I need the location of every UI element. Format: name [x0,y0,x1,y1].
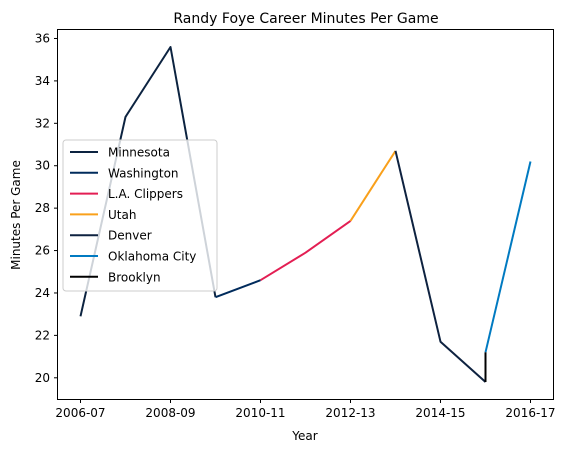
series-line-washington [215,279,261,299]
legend-frame [62,139,218,292]
legend-label: Utah [108,208,136,222]
x-axis-ticks: 2006-07 2008-09 2010-11 2012-13 2014-15 2016-… [55,399,556,420]
y-tick-label: 36 [35,31,50,45]
x-tick-label: 2016-17 [505,406,555,420]
legend-entry: L.A. Clippers [70,187,183,201]
chart-title: Randy Foye Career Minutes Per Game [173,11,438,27]
y-axis-ticks: 20 22 24 26 28 30 32 34 36 [35,31,58,385]
y-tick-label: 28 [35,201,50,215]
y-tick-label: 34 [35,74,50,88]
legend-label: Brooklyn [108,270,161,284]
y-tick-label: 30 [35,159,50,173]
legend-entry: Oklahoma City [70,250,196,264]
legend-label: Oklahoma City [108,250,196,264]
series-line-utah [349,150,397,222]
series-line-oklahoma-city [484,161,532,353]
x-tick-label: 2006-07 [55,406,105,420]
legend-entry: Brooklyn [70,270,161,284]
legend-entry: Utah [70,208,136,222]
legend-label: Minnesota [108,146,170,160]
series-line-denver [394,150,487,383]
y-tick-label: 26 [35,244,50,258]
legend-entry: Denver [70,229,152,243]
y-axis-label: Minutes Per Game [9,160,23,270]
x-tick-label: 2008-09 [145,406,195,420]
x-axis-label: Year [291,429,317,443]
x-tick-label: 2010-11 [235,406,285,420]
x-tick-label: 2014-15 [415,406,465,420]
x-tick-label: 2012-13 [325,406,375,420]
legend-label: Washington [108,166,179,180]
series-line-l-a-clippers [259,220,352,282]
y-tick-label: 24 [35,286,50,300]
legend: Minnesota Washington L.A. Clippers Utah Denv… [62,139,218,292]
plot-frame [57,29,554,400]
y-tick-label: 22 [35,328,50,342]
y-tick-label: 32 [35,116,50,130]
y-tick-label: 20 [35,371,50,385]
legend-entry: Washington [70,166,179,180]
legend-label: Denver [108,229,152,243]
legend-entry: Minnesota [70,146,170,160]
legend-label: L.A. Clippers [108,187,183,201]
